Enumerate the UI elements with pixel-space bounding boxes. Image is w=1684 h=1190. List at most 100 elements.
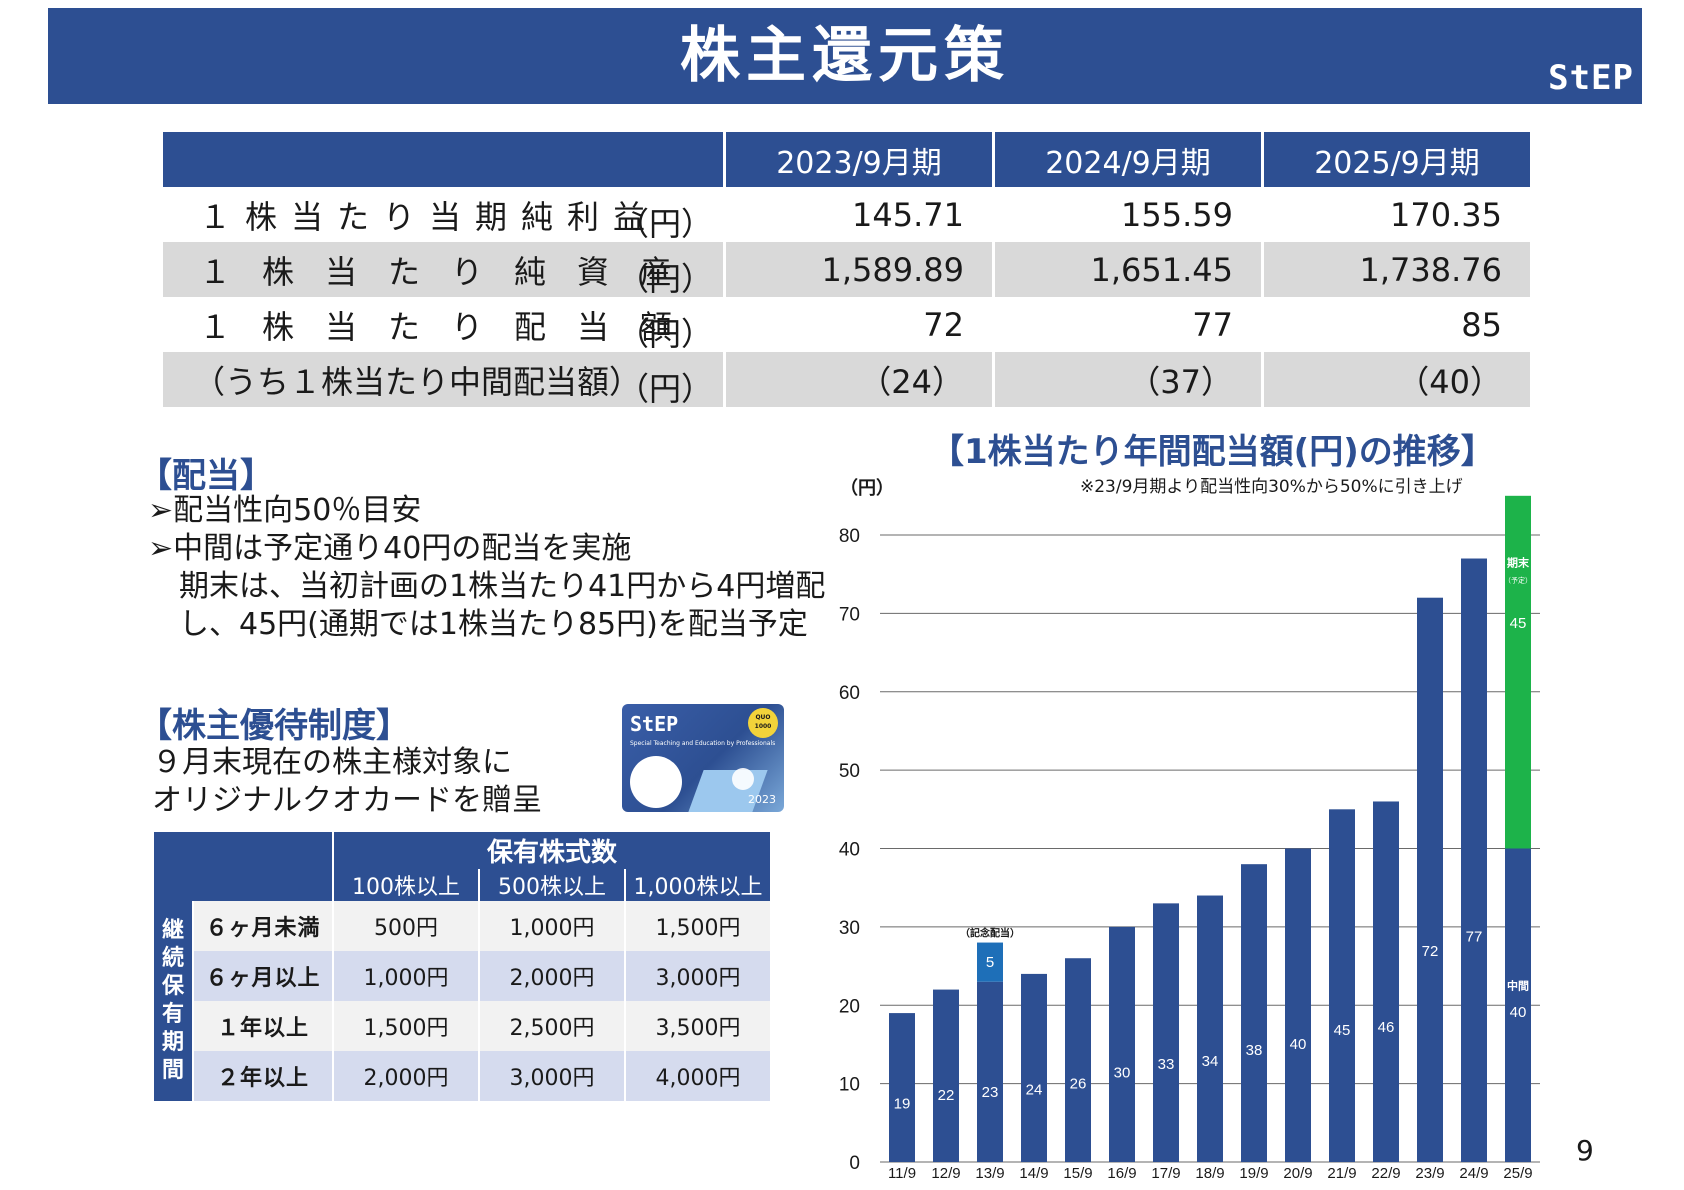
page-title: 株主還元策 xyxy=(680,21,1010,91)
x-tick-label: 17/9 xyxy=(1151,1165,1180,1180)
data-label: 40 xyxy=(1510,1004,1527,1021)
bullet-continuation: 期末は、当初計画の1株当たり41円から4円増配 xyxy=(179,569,826,604)
data-label: 38 xyxy=(1246,1042,1263,1059)
bar xyxy=(1153,903,1179,1162)
description-line: ９月末現在の株主様対象に xyxy=(152,745,512,780)
bar xyxy=(1241,864,1267,1162)
y-tick-label: 10 xyxy=(839,1075,860,1096)
cell-value: 3,000円 xyxy=(626,951,770,1001)
column-header: 100株以上 xyxy=(334,869,478,901)
x-tick-label: 12/9 xyxy=(931,1165,960,1180)
card-year: 2023 xyxy=(748,793,776,806)
card-shape xyxy=(732,768,754,790)
chart-note: ※23/9月期より配当性向30%から50%に引き上げ xyxy=(1080,477,1463,497)
cell-value: 1,589.89 xyxy=(726,242,992,297)
y-tick-label: 40 xyxy=(839,840,860,861)
x-tick-label: 11/9 xyxy=(888,1165,916,1180)
bar xyxy=(1109,926,1135,1162)
commemorative-annotation: （記念配当） xyxy=(960,927,1020,940)
cell-value: 500円 xyxy=(334,901,478,951)
x-tick-label: 24/9 xyxy=(1459,1165,1488,1180)
data-label: 24 xyxy=(1026,1081,1043,1098)
cell-value: （40） xyxy=(1264,352,1530,407)
x-tick-label: 14/9 xyxy=(1019,1165,1048,1180)
data-label: 5 xyxy=(986,954,994,971)
table-row: １株当たり当期純利益 （円） 145.71 155.59 170.35 xyxy=(163,187,1530,244)
year-header: 2023/9月期 xyxy=(726,132,992,187)
cell-value: 145.71 xyxy=(852,195,964,234)
side-header: 継続保有期間 xyxy=(162,918,185,1083)
cell-value: （24） xyxy=(726,352,992,407)
cell-value: 3,000円 xyxy=(480,1051,624,1101)
data-label: 33 xyxy=(1158,1056,1175,1073)
bar xyxy=(1505,848,1531,1162)
interim-annotation: 中間 xyxy=(1507,979,1529,993)
per-share-table: 2023/9月期 2024/9月期 2025/9月期 １株当たり当期純利益 （円）… xyxy=(160,132,1533,408)
row-label: １株当たり配当額 xyxy=(199,307,704,346)
list-item: ➢配当性向50％目安 xyxy=(148,492,825,530)
dividend-bullets: ➢配当性向50％目安 ➢中間は予定通り40円の配当を実施 期末は、当初計画の1株… xyxy=(148,492,825,644)
x-tick-label: 25/9 xyxy=(1503,1165,1532,1180)
bar xyxy=(1373,801,1399,1162)
y-tick-label: 50 xyxy=(839,761,860,782)
table-row: １年以上 1,500円 2,500円 3,500円 xyxy=(154,1001,770,1051)
list-item: ➢中間は予定通り40円の配当を実施 xyxy=(148,530,825,568)
cell-value: 4,000円 xyxy=(626,1051,770,1101)
table-row: ２年以上 2,000円 3,000円 4,000円 xyxy=(154,1051,770,1101)
row-unit: （円） xyxy=(616,260,713,298)
bar xyxy=(1417,597,1443,1162)
dividend-bar-chart: 0 10 20 30 40 50 60 70 80 11/9 12/9 13/9 14/9 15/9 16/… xyxy=(839,495,1540,1180)
y-tick-label: 30 xyxy=(839,918,860,939)
cell-value: 1,500円 xyxy=(334,1001,478,1051)
data-label: 19 xyxy=(894,1095,911,1112)
y-tick-label: 0 xyxy=(849,1153,860,1174)
cell-value: 3,500円 xyxy=(626,1001,770,1051)
year-end-annotation: 期末 xyxy=(1507,555,1530,569)
card-mascot xyxy=(630,756,682,808)
data-label: 22 xyxy=(938,1087,955,1104)
benefit-description: ９月末現在の株主様対象に オリジナルクオカードを贈呈 xyxy=(152,744,542,820)
x-tick-label: 15/9 xyxy=(1063,1165,1092,1180)
column-header: 1,000株以上 xyxy=(626,869,770,901)
bar xyxy=(1197,895,1223,1162)
cell-value: 155.59 xyxy=(1121,195,1233,234)
benefit-heading: 【株主優待制度】 xyxy=(138,706,410,746)
bullet-marker: ➢ xyxy=(148,531,174,566)
cell-value: 1,000円 xyxy=(480,901,624,951)
data-label: 46 xyxy=(1378,1019,1395,1036)
row-label: ２年以上 xyxy=(194,1051,332,1101)
row-label: ６ヶ月以上 xyxy=(194,951,332,1001)
quo-card-image: StEP Special Teaching and Education by P… xyxy=(622,704,784,812)
year-header: 2024/9月期 xyxy=(995,132,1261,187)
cell-value: 1,500円 xyxy=(626,901,770,951)
row-unit: （円） xyxy=(616,370,713,408)
column-header: 500株以上 xyxy=(480,869,624,901)
title-banner: 株主還元策 StEP xyxy=(48,8,1642,104)
table-row: １株当たり配当額 （円） 72 77 85 xyxy=(163,297,1530,354)
data-label: 34 xyxy=(1202,1053,1219,1070)
table-corner xyxy=(154,832,332,901)
data-label: 23 xyxy=(982,1084,999,1101)
data-label: 77 xyxy=(1466,929,1483,946)
y-tick-label: 20 xyxy=(839,996,860,1017)
row-label: （うち１株当たり中間配当額） xyxy=(193,362,642,401)
cell-value: 2,000円 xyxy=(480,951,624,1001)
row-label: １株当たり当期純利益 xyxy=(199,197,660,236)
year-header: 2025/9月期 xyxy=(1264,132,1530,187)
data-label: 45 xyxy=(1334,1022,1351,1039)
cell-value: 1,738.76 xyxy=(1264,242,1530,297)
bar xyxy=(933,989,959,1162)
y-axis-label: （円） xyxy=(840,478,894,499)
x-tick-label: 16/9 xyxy=(1107,1165,1136,1180)
y-tick-label: 80 xyxy=(839,526,860,547)
bar xyxy=(977,981,1003,1162)
bar xyxy=(977,942,1003,982)
bar xyxy=(1021,973,1047,1162)
cell-value: 77 xyxy=(1192,305,1233,344)
table-row: １株当たり純資産 （円） 1,589.89 1,651.45 1,738.76 xyxy=(163,242,1530,298)
y-tick-label: 70 xyxy=(839,604,860,625)
x-tick-label: 13/9 xyxy=(975,1165,1004,1180)
cell-value: 85 xyxy=(1461,305,1502,344)
card-subtitle: Special Teaching and Education by Profes… xyxy=(630,740,776,747)
bar xyxy=(1461,558,1487,1162)
